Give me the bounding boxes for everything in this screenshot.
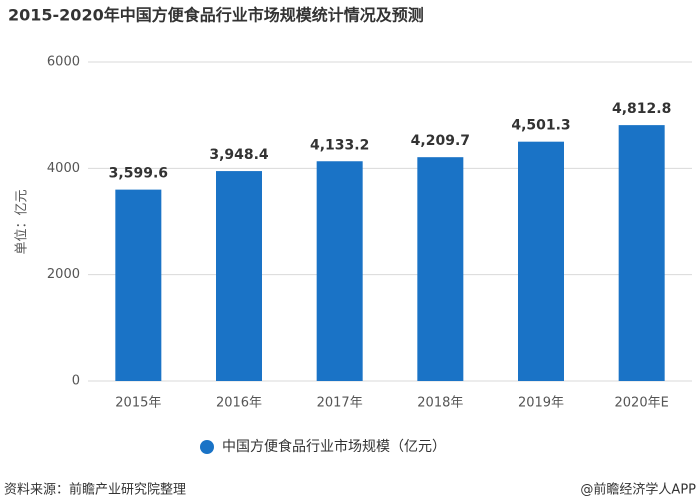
y-tick-label: 4000 — [47, 161, 80, 176]
y-tick-label: 2000 — [47, 267, 80, 282]
bar — [417, 157, 464, 381]
x-tick-label: 2016年 — [216, 396, 262, 411]
y-tick-label: 0 — [72, 374, 80, 389]
value-label: 3,599.6 — [109, 166, 168, 182]
value-label: 4,812.8 — [612, 101, 671, 117]
source: 资料来源：前瞻产业研究院整理 — [4, 482, 186, 498]
value-label: 4,133.2 — [310, 137, 369, 153]
legend-label: 中国方便食品行业市场规模（亿元） — [222, 438, 446, 455]
y-tick-label: 6000 — [47, 55, 80, 70]
bar — [216, 171, 262, 381]
value-label: 4,501.3 — [511, 118, 570, 134]
x-tick-label: 2019年 — [518, 396, 564, 411]
credit: @前瞻经济学人APP — [580, 482, 696, 498]
x-tick-label: 2020年E — [615, 396, 669, 411]
x-tick-label: 2017年 — [317, 396, 363, 411]
chart-title: 2015-2020年中国方便食品行业市场规模统计情况及预测 — [8, 6, 424, 25]
bar — [618, 125, 665, 381]
bar — [518, 141, 564, 381]
legend-marker — [200, 440, 214, 454]
x-tick-label: 2018年 — [417, 396, 463, 411]
value-label: 4,209.7 — [411, 133, 470, 149]
y-axis-label: 单位：亿元 — [15, 189, 30, 254]
bar — [316, 161, 363, 381]
bar — [115, 189, 162, 381]
value-label: 3,948.4 — [209, 147, 269, 163]
x-tick-label: 2015年 — [115, 396, 161, 411]
